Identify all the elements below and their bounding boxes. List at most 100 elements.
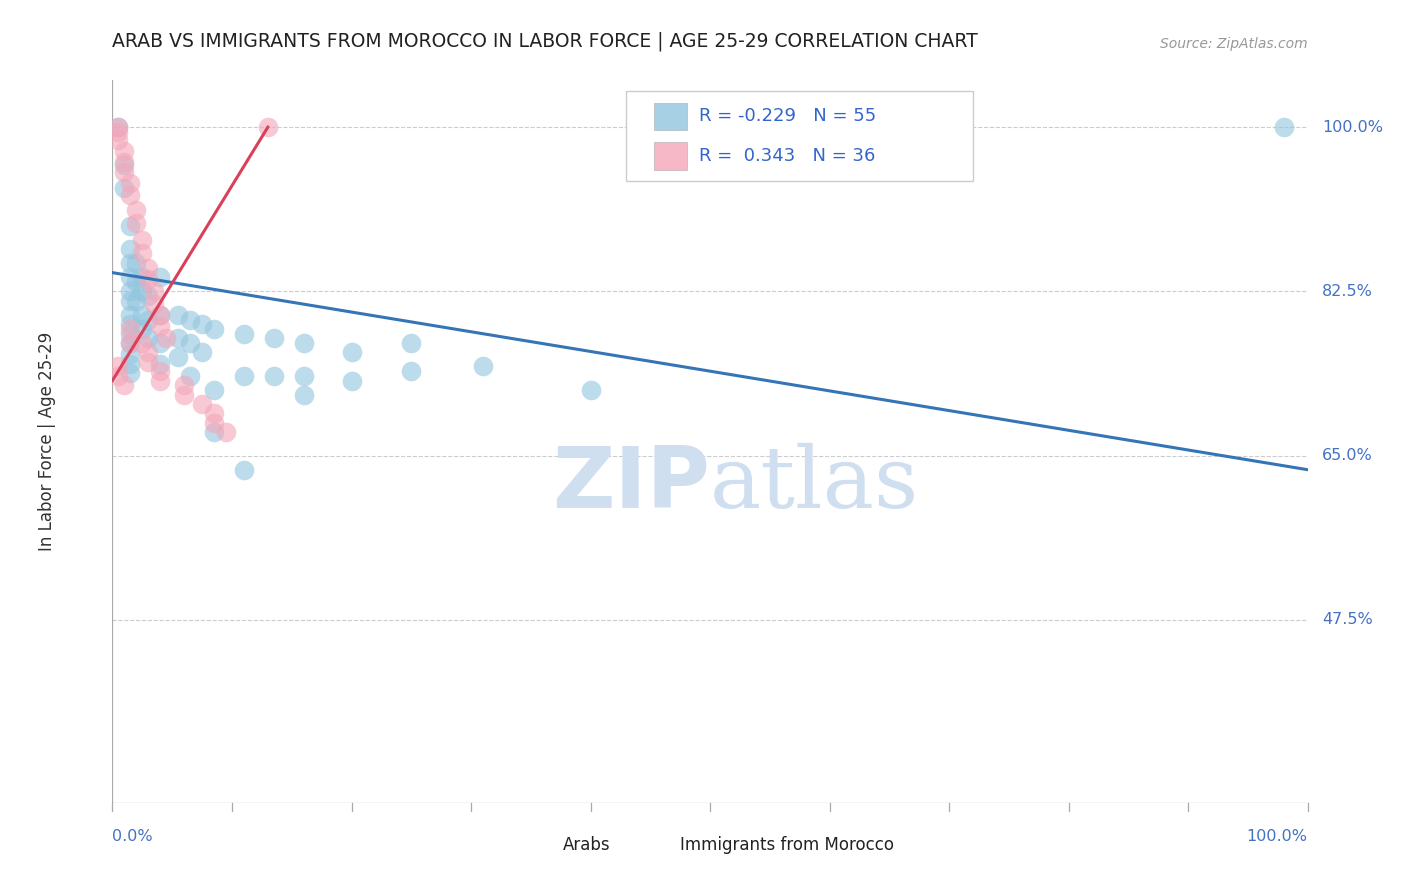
Point [138, 355, 160, 369]
Point [114, 378, 135, 392]
Point [143, 296, 166, 310]
Point [179, 312, 201, 326]
Point [125, 293, 148, 308]
Point [120, 357, 142, 371]
Point [131, 233, 153, 247]
Point [120, 322, 142, 336]
Point [202, 425, 225, 439]
Point [149, 308, 172, 322]
Point [149, 308, 172, 322]
Point [579, 383, 602, 397]
Point [114, 181, 135, 195]
Point [131, 322, 153, 336]
Text: 82.5%: 82.5% [1322, 284, 1372, 299]
Point [107, 120, 129, 135]
Point [233, 463, 256, 477]
Point [173, 378, 195, 392]
Point [131, 336, 153, 351]
Text: 100.0%: 100.0% [1322, 120, 1384, 135]
Point [138, 312, 160, 326]
Point [401, 336, 423, 351]
Point [202, 383, 225, 397]
Text: In Labor Force | Age 25-29: In Labor Force | Age 25-29 [38, 332, 56, 551]
Bar [654, 143, 688, 170]
Point [107, 125, 129, 139]
Point [120, 285, 142, 299]
Point [120, 242, 142, 256]
Text: ARAB VS IMMIGRANTS FROM MOROCCO IN LABOR FORCE | AGE 25-29 CORRELATION CHART: ARAB VS IMMIGRANTS FROM MOROCCO IN LABOR… [112, 32, 979, 52]
Point [107, 133, 129, 147]
Bar [644, 835, 671, 856]
Text: ZIP: ZIP [553, 443, 710, 526]
Point [120, 326, 142, 341]
Text: atlas: atlas [710, 443, 920, 526]
Point [263, 368, 285, 383]
Point [257, 120, 280, 135]
Point [167, 331, 190, 345]
Point [125, 256, 148, 270]
Point [202, 322, 225, 336]
Point [173, 387, 195, 401]
Point [120, 270, 142, 285]
Point [155, 331, 177, 345]
Point [233, 326, 256, 341]
Point [131, 270, 153, 285]
Point [138, 260, 160, 275]
Point [114, 155, 135, 169]
Point [202, 406, 225, 420]
Point [120, 177, 142, 191]
Point [233, 368, 256, 383]
Point [131, 308, 153, 322]
Text: Source: ZipAtlas.com: Source: ZipAtlas.com [1160, 37, 1308, 52]
Point [191, 397, 214, 411]
Point [138, 331, 160, 345]
Point [149, 357, 172, 371]
Point [202, 416, 225, 430]
Point [340, 374, 363, 388]
Point [340, 345, 363, 359]
Point [263, 331, 285, 345]
Point [215, 425, 238, 439]
Point [114, 144, 135, 158]
Point [120, 219, 142, 233]
Point [138, 345, 160, 359]
Point [131, 285, 153, 299]
Point [107, 359, 129, 374]
Point [149, 270, 172, 285]
Point [292, 387, 315, 401]
Point [149, 336, 172, 351]
Point [401, 364, 423, 378]
Text: R =  0.343   N = 36: R = 0.343 N = 36 [699, 147, 876, 165]
Point [120, 366, 142, 380]
Point [125, 275, 148, 289]
Text: 47.5%: 47.5% [1322, 612, 1372, 627]
Point [179, 336, 201, 351]
Point [149, 374, 172, 388]
Point [138, 272, 160, 286]
Point [138, 289, 160, 303]
Bar [527, 835, 554, 856]
Point [107, 120, 129, 135]
Point [167, 308, 190, 322]
Point [120, 347, 142, 361]
Point [191, 318, 214, 332]
Point [292, 368, 315, 383]
Text: Arabs: Arabs [562, 837, 610, 855]
Point [120, 256, 142, 270]
Point [292, 336, 315, 351]
Point [120, 187, 142, 202]
Point [149, 364, 172, 378]
Text: 65.0%: 65.0% [1322, 448, 1372, 463]
Point [120, 318, 142, 332]
Point [1272, 120, 1295, 135]
FancyBboxPatch shape [627, 91, 973, 181]
Point [149, 319, 172, 334]
Point [167, 350, 190, 364]
Point [120, 308, 142, 322]
Point [120, 336, 142, 351]
Point [120, 293, 142, 308]
Point [114, 165, 135, 179]
Point [131, 246, 153, 260]
Text: 100.0%: 100.0% [1247, 829, 1308, 844]
Point [143, 285, 166, 299]
